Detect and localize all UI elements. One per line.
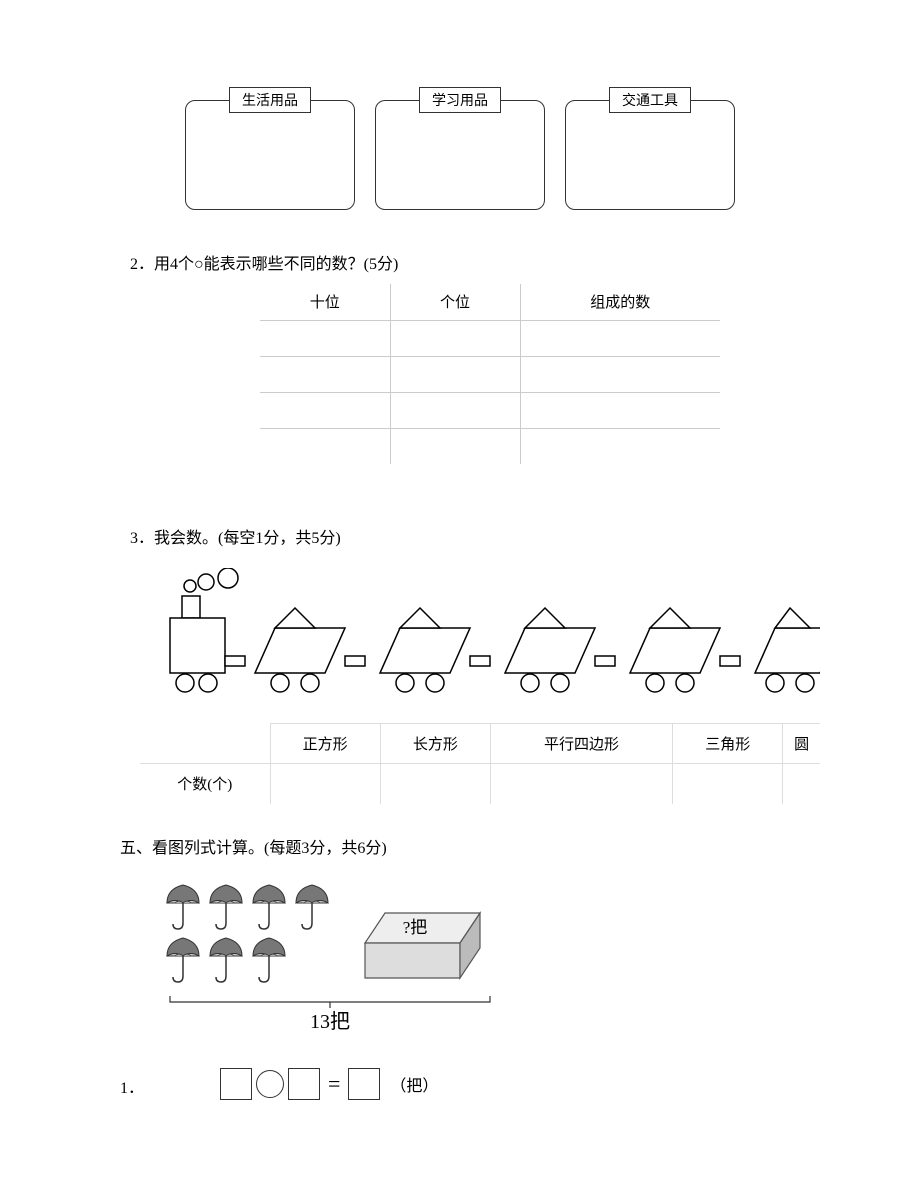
th-tens: 十位 [260, 284, 390, 320]
count-cell[interactable] [380, 764, 490, 804]
category-boxes: 生活用品 学习用品 交通工具 [60, 100, 860, 210]
category-box-1: 生活用品 [185, 100, 355, 210]
category-label-2: 学习用品 [419, 87, 501, 113]
th-para: 平行四边形 [490, 724, 672, 764]
count-cell[interactable] [673, 764, 783, 804]
category-box-3: 交通工具 [565, 100, 735, 210]
table-cell[interactable] [260, 356, 390, 392]
count-cell[interactable] [490, 764, 672, 804]
table-cell[interactable] [520, 392, 720, 428]
th-square: 正方形 [270, 724, 380, 764]
th-result: 组成的数 [520, 284, 720, 320]
table-cell[interactable] [520, 428, 720, 464]
section5-title: 五、看图列式计算。(每题3分，共6分) [120, 834, 860, 858]
equals-sign: = [328, 1071, 340, 1097]
unit-label: （把） [390, 1072, 438, 1096]
q2-text: 2．用4个○能表示哪些不同的数？(5分) [130, 250, 860, 274]
table-cell[interactable] [520, 320, 720, 356]
q1-number: 1． [120, 1074, 144, 1098]
category-box-2: 学习用品 [375, 100, 545, 210]
count-cell[interactable] [270, 764, 380, 804]
operand-box[interactable] [288, 1068, 320, 1100]
q3-text: 3．我会数。(每空1分，共5分) [130, 524, 860, 548]
total-label: 13把 [310, 1010, 350, 1033]
shape-count-table: 正方形 长方形 平行四边形 三角形 圆 个数(个) [140, 723, 820, 804]
category-label-3: 交通工具 [609, 87, 691, 113]
category-label-1: 生活用品 [229, 87, 311, 113]
table-cell[interactable] [260, 320, 390, 356]
count-cell[interactable] [783, 764, 820, 804]
table-cell[interactable] [520, 356, 720, 392]
th-tri: 三角形 [673, 724, 783, 764]
place-value-table: 十位 个位 组成的数 [260, 284, 720, 464]
table-cell[interactable] [390, 428, 520, 464]
table-cell[interactable] [390, 320, 520, 356]
equation-row: = （把） [220, 1068, 860, 1100]
result-box[interactable] [348, 1068, 380, 1100]
row-label: 个数(个) [140, 764, 270, 804]
train-diagram [140, 568, 820, 708]
table-cell[interactable] [390, 392, 520, 428]
operand-box[interactable] [220, 1068, 252, 1100]
th-rect: 长方形 [380, 724, 490, 764]
umbrella-figure: ?把 13把 [160, 878, 860, 1053]
table-cell[interactable] [260, 428, 390, 464]
box-label: ?把 [403, 918, 428, 937]
th-ones: 个位 [390, 284, 520, 320]
operator-circle[interactable] [256, 1070, 284, 1098]
table-cell[interactable] [260, 392, 390, 428]
table-cell[interactable] [390, 356, 520, 392]
th-circ: 圆 [783, 724, 820, 764]
